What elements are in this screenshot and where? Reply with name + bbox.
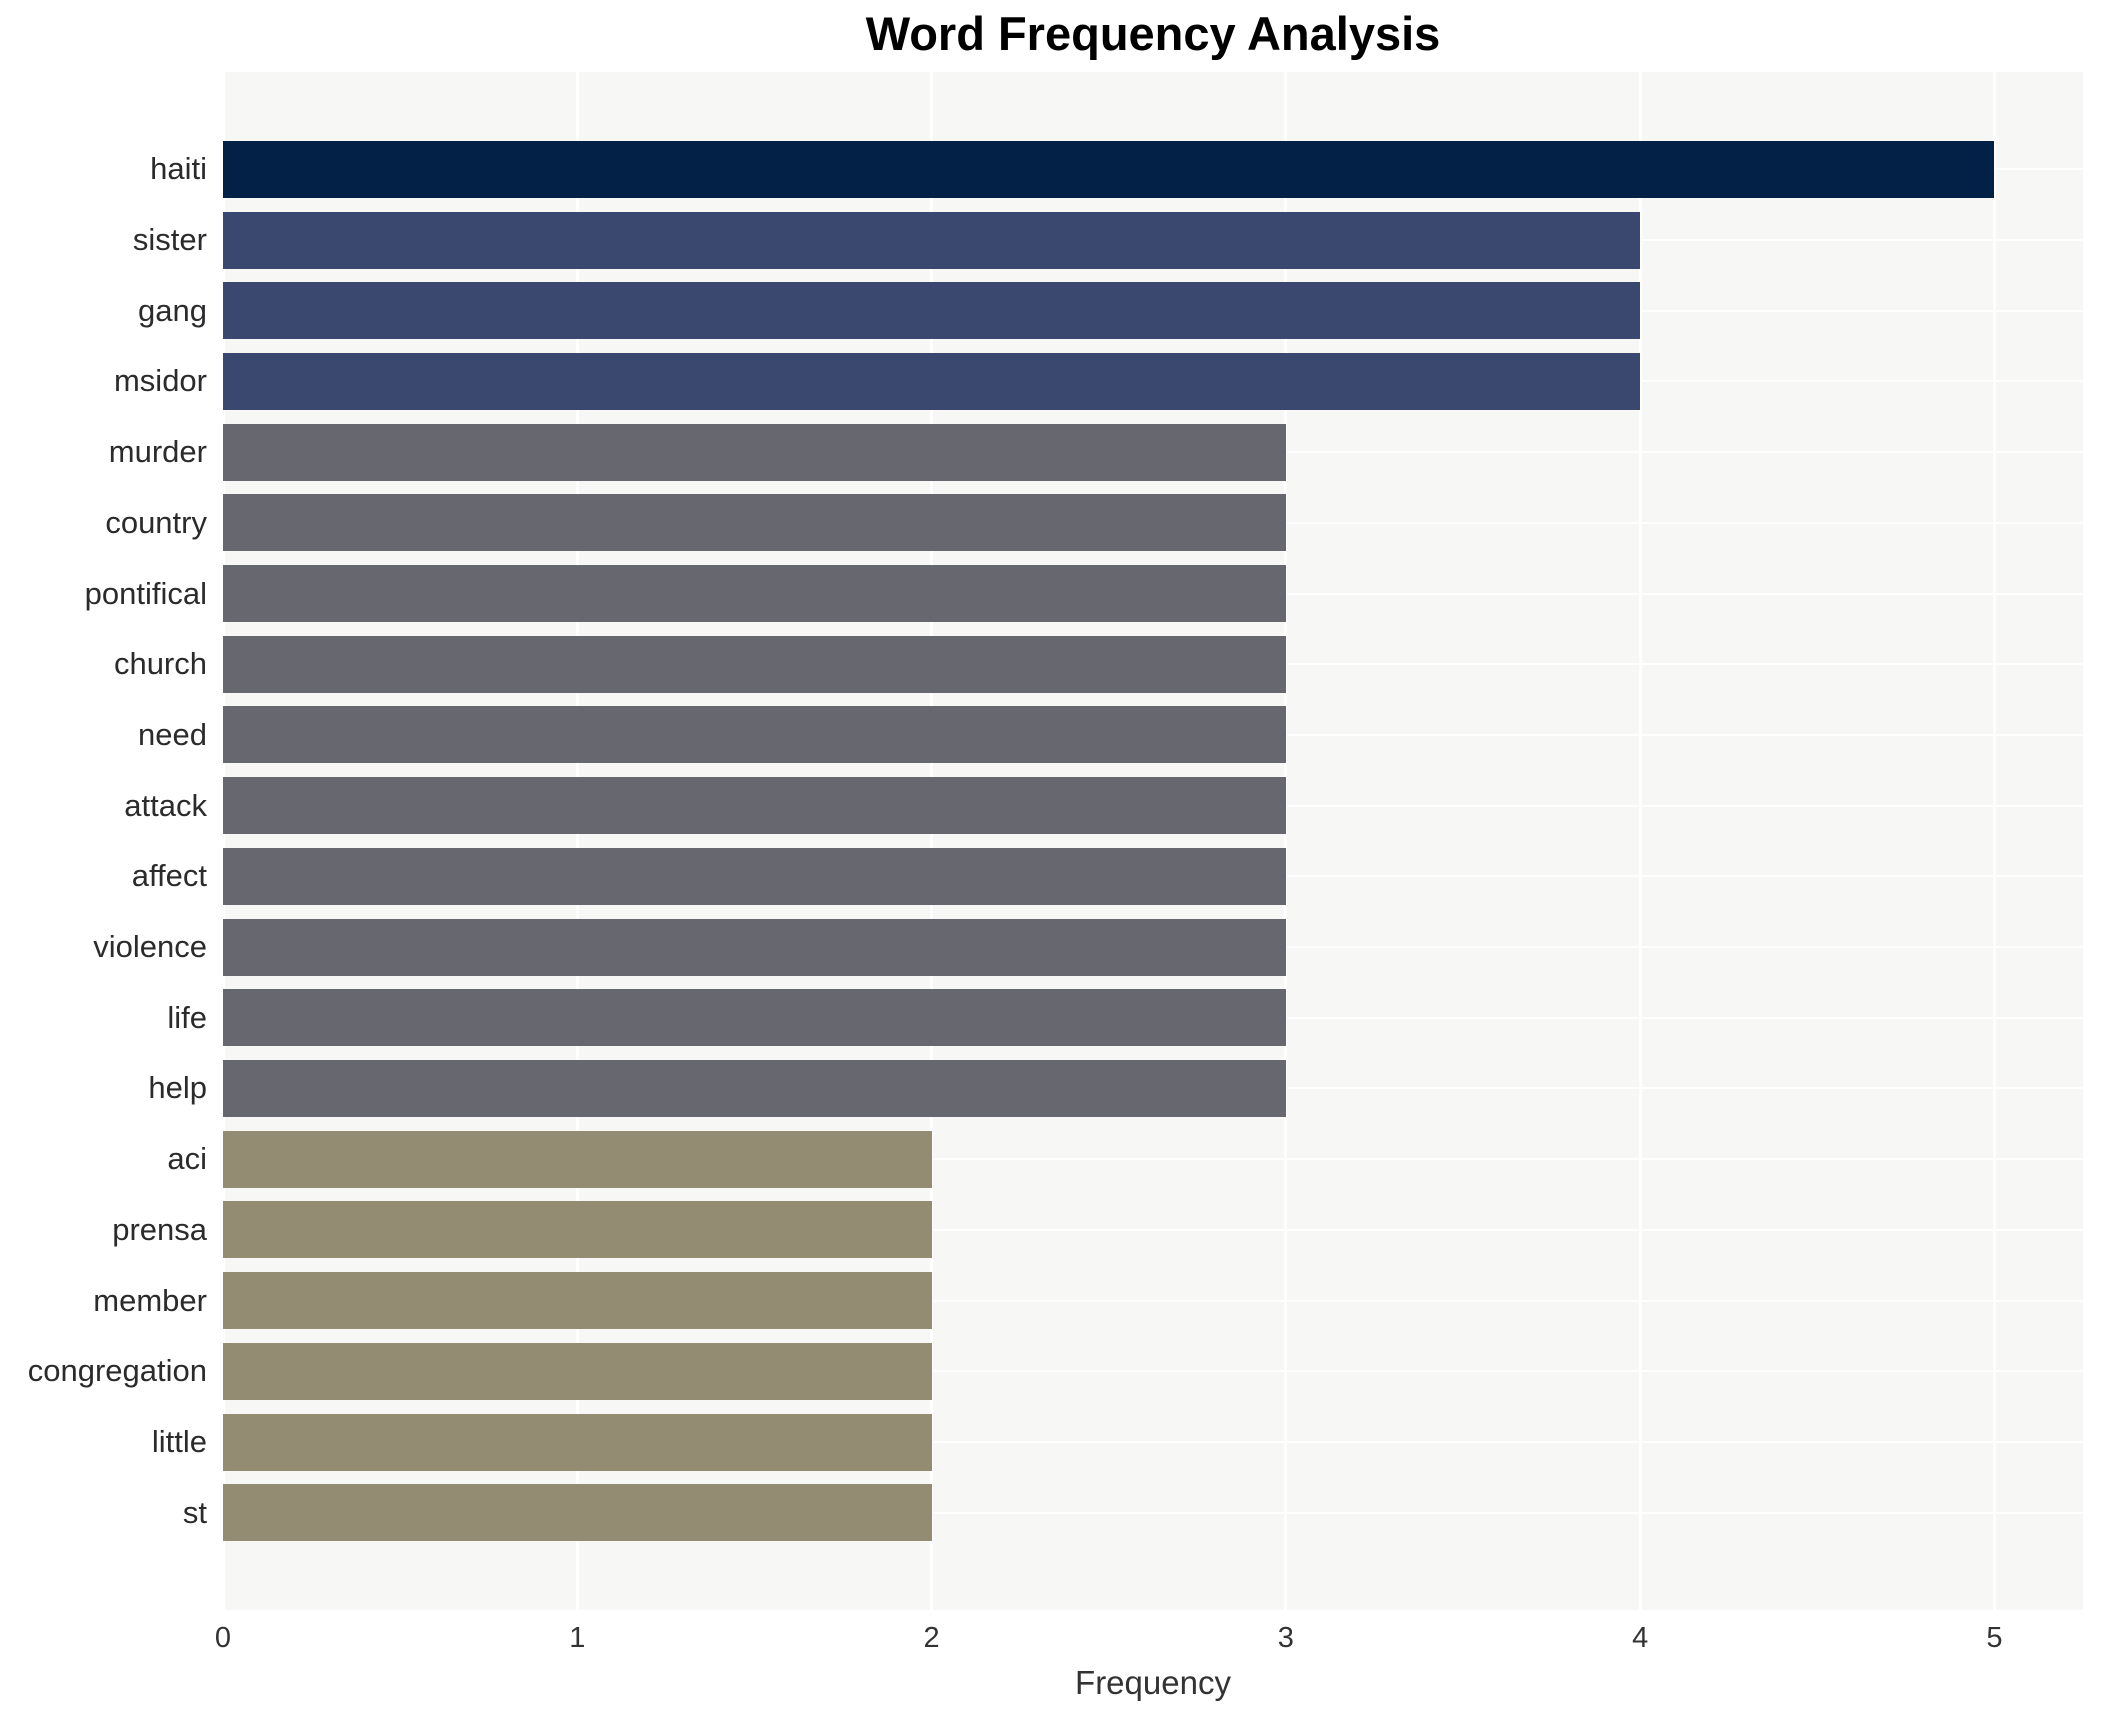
bar — [223, 1272, 932, 1330]
bar — [223, 918, 1286, 976]
y-gridline — [223, 1511, 2083, 1514]
bar — [223, 847, 1286, 905]
bar-row: attack — [124, 770, 2083, 841]
category-label: need — [138, 716, 207, 752]
category-label: msidor — [113, 363, 207, 399]
category-label: affect — [131, 858, 207, 894]
category-label: murder — [108, 434, 207, 470]
x-tick-label: 2 — [923, 1622, 940, 1654]
bar-row: country — [105, 488, 2083, 559]
category-label: church — [113, 646, 207, 682]
bar-row: little — [152, 1407, 2083, 1478]
y-gridline — [223, 1299, 2083, 1302]
category-label: attack — [124, 787, 207, 823]
bar-row: st — [183, 1477, 2083, 1548]
chart-title: Word Frequency Analysis — [865, 7, 1441, 60]
x-tick-label: 4 — [1632, 1622, 1649, 1654]
bar — [223, 635, 1286, 693]
category-label: help — [148, 1070, 207, 1106]
bar-row: prensa — [112, 1195, 2083, 1266]
bar — [223, 1413, 932, 1471]
bar-row: pontifical — [85, 558, 2083, 629]
y-gridline — [223, 1228, 2083, 1231]
y-gridline — [223, 1158, 2083, 1161]
category-label: pontifical — [84, 575, 207, 611]
x-tick-label: 5 — [1986, 1622, 2003, 1654]
bar-row: member — [93, 1265, 2083, 1336]
category-label: violence — [93, 929, 207, 965]
x-tick-label: 0 — [214, 1622, 232, 1654]
bar-row: msidor — [114, 346, 2083, 417]
x-tick-label: 1 — [569, 1622, 586, 1654]
bar — [223, 1130, 932, 1188]
bar-row: help — [148, 1053, 2083, 1124]
bar — [223, 282, 1641, 340]
category-label: sister — [132, 222, 207, 258]
bar-row: haiti — [150, 134, 2083, 205]
x-gridline — [575, 72, 579, 1610]
bar-row: gang — [138, 275, 2083, 346]
bar — [223, 565, 1286, 623]
x-gridline — [1284, 72, 1288, 1610]
bar-row: sister — [133, 205, 2083, 276]
bar — [223, 1484, 932, 1542]
x-axis-label: Frequency — [1075, 1664, 1231, 1701]
bar-row: need — [138, 700, 2083, 771]
x-gridline — [221, 72, 225, 1610]
category-label: little — [151, 1424, 207, 1459]
category-label: gang — [138, 292, 207, 328]
category-label: haiti — [150, 151, 207, 187]
bar — [223, 423, 1286, 481]
bar — [223, 777, 1286, 835]
bar — [223, 1342, 932, 1400]
bar-row: congregation — [28, 1336, 2083, 1407]
bar — [223, 1059, 1286, 1117]
bar-row: aci — [167, 1124, 2083, 1195]
category-label: st — [182, 1494, 207, 1530]
bar-row: life — [167, 982, 2083, 1053]
category-label: life — [167, 999, 207, 1035]
bar-row: affect — [132, 841, 2083, 912]
bar — [223, 1201, 932, 1259]
bar-row: church — [114, 629, 2083, 700]
category-label: aci — [167, 1141, 207, 1177]
x-gridline — [930, 72, 934, 1610]
bar — [223, 494, 1286, 552]
y-gridline — [223, 1370, 2083, 1373]
x-axis-ticks: 0 1 2 3 4 5 — [215, 1622, 2083, 1662]
category-label: congregation — [27, 1353, 207, 1389]
bar — [223, 352, 1641, 410]
category-label: member — [93, 1282, 207, 1318]
bar-rows: haiti sister gang msidor murder country pontif… — [28, 134, 2083, 1548]
x-gridline — [1992, 72, 1996, 1610]
bar — [223, 140, 1995, 198]
x-gridline — [1638, 72, 1642, 1610]
bar-row: violence — [93, 912, 2083, 983]
plot-area: haiti sister gang msidor murder country pontif… — [28, 72, 2083, 1610]
bar-row: murder — [109, 417, 2083, 488]
y-gridline — [223, 1441, 2083, 1443]
category-label: country — [105, 504, 207, 540]
bar — [223, 706, 1286, 764]
bar — [223, 989, 1286, 1047]
category-label: prensa — [112, 1211, 207, 1247]
bar — [223, 211, 1641, 269]
x-tick-label: 3 — [1277, 1622, 1294, 1654]
